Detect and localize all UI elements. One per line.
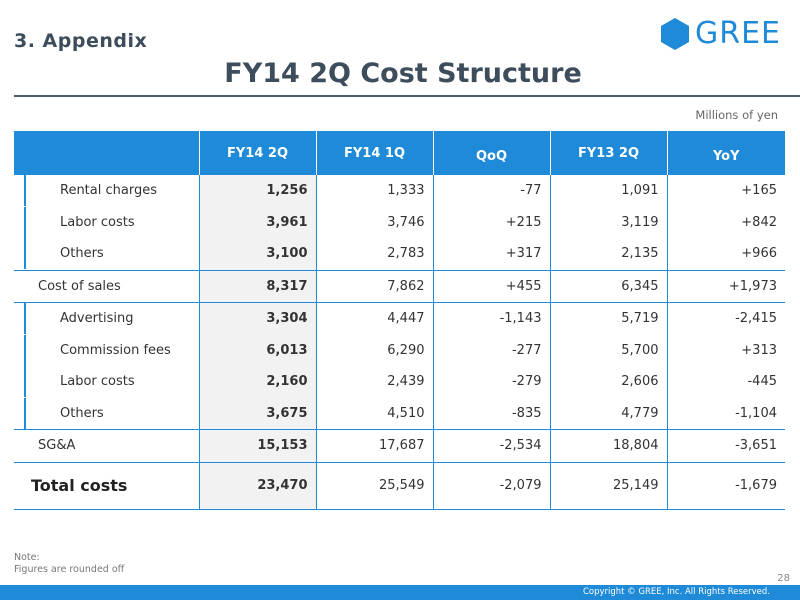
cell-value: -277 [432, 334, 550, 366]
table-row: Rental charges 1,256 1,333 -77 1,091 +16… [14, 175, 785, 207]
page-number: 28 [777, 573, 790, 584]
column-header: FY13 2Q [549, 131, 667, 175]
cell-value: +313 [666, 334, 785, 366]
cell-value: 3,100 [198, 238, 316, 270]
column-header: FY14 1Q [315, 131, 433, 175]
table-header-row: FY14 2Q FY14 1Q QoQ FY13 2Q YoY [14, 131, 785, 175]
hexagon-logo-icon [661, 18, 689, 50]
footer-bar [0, 585, 800, 600]
cell-value: -2,534 [432, 429, 550, 463]
gree-logo: GREE [660, 18, 781, 50]
cell-value: 1,091 [549, 175, 667, 207]
cell-value: 3,746 [315, 206, 433, 238]
cell-value: 6,290 [315, 334, 433, 366]
row-label: Labor costs [24, 366, 199, 398]
subtotal-row: SG&A 15,153 17,687 -2,534 18,804 -3,651 [14, 429, 785, 463]
note-text: Figures are rounded off [14, 564, 125, 575]
cell-value: +317 [432, 238, 550, 270]
row-label: Labor costs [24, 206, 199, 238]
cell-value: 4,447 [315, 302, 433, 335]
copyright-text: Copyright © GREE, Inc. All Rights Reserv… [582, 587, 770, 597]
total-row: Total costs 23,470 25,549 -2,079 25,149 … [14, 462, 785, 510]
cell-value: +966 [666, 238, 785, 270]
cell-value: -77 [432, 175, 550, 207]
cell-value: 8,317 [198, 270, 316, 303]
cell-value: 4,779 [549, 397, 667, 430]
cell-value: 2,135 [549, 238, 667, 270]
cell-value: 7,862 [315, 270, 433, 303]
row-label: Commission fees [24, 334, 199, 366]
row-label: Advertising [24, 303, 199, 335]
column-header: YoY [666, 131, 785, 175]
unit-label: Millions of yen [695, 108, 778, 122]
cell-value: 6,345 [549, 270, 667, 303]
cell-value: 5,719 [549, 302, 667, 335]
column-header: FY14 2Q [198, 131, 316, 175]
header-label-cell [14, 131, 199, 175]
cell-value: 6,013 [198, 334, 316, 366]
footnote: Note: Figures are rounded off [14, 552, 124, 576]
cell-value: -279 [432, 366, 550, 398]
row-label: SG&A [38, 438, 76, 454]
cell-value: 3,675 [198, 397, 316, 430]
cell-value: -1,104 [666, 397, 785, 430]
table-row: Others 3,100 2,783 +317 2,135 +966 [14, 238, 785, 270]
cell-value: 1,256 [198, 175, 316, 207]
cell-value: 25,549 [315, 462, 433, 510]
note-label: Note: [14, 552, 40, 563]
subtotal-row: Cost of sales 8,317 7,862 +455 6,345 +1,… [14, 270, 785, 303]
cell-value: 3,961 [198, 206, 316, 238]
table-row: Others 3,675 4,510 -835 4,779 -1,104 [14, 397, 785, 430]
cell-value: +215 [432, 206, 550, 238]
cell-value: +455 [432, 270, 550, 303]
section-heading: 3. Appendix [14, 30, 148, 52]
page-title: FY14 2Q Cost Structure [224, 58, 582, 89]
cell-value: 17,687 [315, 429, 433, 463]
cell-value: +165 [666, 175, 785, 207]
title-divider [14, 95, 800, 97]
cell-value: -2,079 [432, 462, 550, 510]
table-row: Labor costs 3,961 3,746 +215 3,119 +842 [14, 206, 785, 238]
total-label: Total costs [31, 475, 128, 495]
cell-value: +842 [666, 206, 785, 238]
row-label: Cost of sales [38, 278, 121, 294]
cell-value: 15,153 [198, 429, 316, 463]
cell-value: -445 [666, 366, 785, 398]
cell-value: 18,804 [549, 429, 667, 463]
cell-value: 25,149 [549, 462, 667, 510]
cell-value: +1,973 [666, 270, 785, 303]
table-row: Commission fees 6,013 6,290 -277 5,700 +… [14, 334, 785, 366]
cell-value: 2,439 [315, 366, 433, 398]
cost-structure-table: FY14 2Q FY14 1Q QoQ FY13 2Q YoY Rental c… [14, 131, 785, 510]
cell-value: 2,160 [198, 366, 316, 398]
logo-text: GREE [695, 16, 782, 51]
table-row: Advertising 3,304 4,447 -1,143 5,719 -2,… [14, 302, 785, 335]
row-label: Rental charges [24, 175, 199, 207]
cell-value: -3,651 [666, 429, 785, 463]
cell-value: -1,143 [432, 302, 550, 335]
cell-value: 2,606 [549, 366, 667, 398]
cell-value: 1,333 [315, 175, 433, 207]
cell-value: 5,700 [549, 334, 667, 366]
cell-value: 3,119 [549, 206, 667, 238]
row-label: Others [24, 238, 199, 270]
cell-value: 3,304 [198, 302, 316, 335]
cell-value: -1,679 [666, 462, 785, 510]
cell-value: 2,783 [315, 238, 433, 270]
cell-value: -2,415 [666, 302, 785, 335]
column-header: QoQ [432, 131, 550, 175]
cell-value: -835 [432, 397, 550, 430]
table-row: Labor costs 2,160 2,439 -279 2,606 -445 [14, 366, 785, 398]
row-label: Others [24, 397, 199, 429]
cell-value: 23,470 [198, 462, 316, 510]
cell-value: 4,510 [315, 397, 433, 430]
